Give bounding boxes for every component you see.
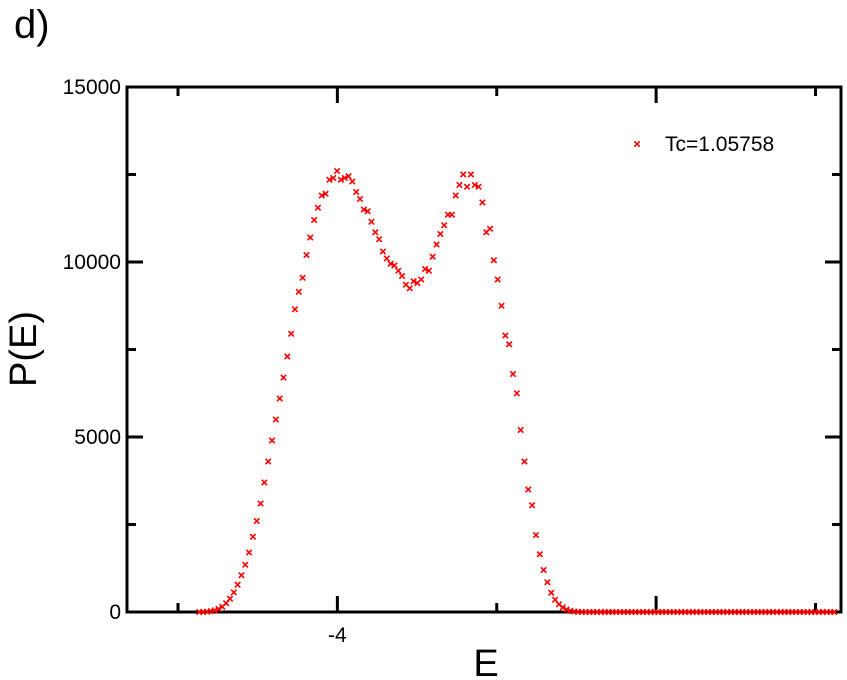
data-point xyxy=(456,181,463,189)
y-tick-label: 0 xyxy=(109,601,121,624)
data-point xyxy=(437,230,444,238)
data-point xyxy=(460,171,467,178)
data-point xyxy=(245,549,253,556)
data-point xyxy=(211,607,218,614)
data-point xyxy=(532,531,540,539)
data-point xyxy=(299,274,306,282)
data-point xyxy=(471,181,479,189)
data-point xyxy=(303,251,310,259)
y-tick-label: 15000 xyxy=(63,76,121,99)
data-point xyxy=(326,176,333,184)
data-point xyxy=(486,225,494,233)
data-point xyxy=(310,216,318,224)
data-point xyxy=(349,178,356,185)
data-point xyxy=(429,253,436,261)
legend-label: Tc=1.05758 xyxy=(665,133,774,156)
data-point xyxy=(307,234,314,241)
data-point xyxy=(333,167,341,175)
data-point xyxy=(517,426,524,434)
data-point xyxy=(494,276,501,283)
data-point xyxy=(314,204,322,212)
data-point xyxy=(498,302,505,310)
data-point xyxy=(391,262,398,269)
data-point xyxy=(356,195,364,203)
data-point xyxy=(387,260,394,268)
data-point xyxy=(352,188,360,196)
data-point xyxy=(525,486,532,493)
data-point xyxy=(831,608,838,616)
data-point xyxy=(505,340,513,348)
data-point xyxy=(490,256,498,264)
data-point xyxy=(544,578,551,586)
data-point xyxy=(360,206,368,213)
data-point xyxy=(241,561,249,569)
data-point xyxy=(375,235,383,243)
data-point xyxy=(452,192,459,199)
data-point xyxy=(547,589,555,597)
legend: Tc=1.05758 xyxy=(633,133,774,156)
data-point xyxy=(249,533,257,541)
data-point xyxy=(394,267,402,275)
data-point xyxy=(559,604,566,611)
data-point xyxy=(502,332,509,339)
data-point xyxy=(234,581,241,588)
data-point xyxy=(475,183,482,191)
data-point xyxy=(276,395,283,402)
data-point xyxy=(513,389,521,397)
data-point xyxy=(364,207,371,215)
data-point xyxy=(341,174,348,182)
data-point xyxy=(318,192,326,199)
data-point xyxy=(379,248,387,255)
data-point xyxy=(257,500,264,507)
data-point xyxy=(287,330,295,338)
data-point xyxy=(226,595,234,602)
data-point xyxy=(322,190,329,198)
data-point xyxy=(368,218,375,226)
data-point xyxy=(467,171,475,178)
data-point xyxy=(410,277,417,285)
data-point xyxy=(417,276,425,283)
data-point xyxy=(521,458,528,465)
data-point xyxy=(421,265,429,273)
data-point xyxy=(337,176,345,184)
panel-label: d) xyxy=(14,3,50,47)
data-point xyxy=(264,458,272,465)
data-point xyxy=(272,416,280,423)
data-point xyxy=(261,479,268,486)
data-point xyxy=(440,221,448,229)
y-tick-label: 10000 xyxy=(63,251,121,274)
data-point xyxy=(398,272,406,280)
y-axis-label: P(E) xyxy=(3,311,45,387)
data-point xyxy=(479,199,486,206)
data-point xyxy=(253,517,260,525)
data-point xyxy=(425,267,433,275)
y-tick-label: 5000 xyxy=(74,426,121,449)
plot-frame xyxy=(125,85,843,614)
data-point xyxy=(295,288,303,296)
data-point xyxy=(536,550,544,558)
data-point xyxy=(268,437,276,444)
data-point xyxy=(345,172,352,180)
data-point xyxy=(284,353,291,360)
data-point xyxy=(463,183,471,191)
data-point xyxy=(528,501,536,509)
plot-area: 0 5000 10000 15000 -4 xyxy=(63,76,843,647)
legend-marker xyxy=(633,140,641,148)
data-point xyxy=(238,571,245,579)
data-point xyxy=(372,228,379,236)
data-point xyxy=(433,241,440,248)
data-point xyxy=(215,605,222,613)
x-axis-label: E xyxy=(473,643,498,680)
data-point xyxy=(448,211,456,219)
data-point xyxy=(291,305,299,313)
data-point xyxy=(540,566,547,574)
data-point xyxy=(383,255,391,262)
data-point xyxy=(406,284,413,292)
data-point xyxy=(280,374,287,381)
data-point xyxy=(329,174,337,182)
x-tick-label: -4 xyxy=(328,624,347,647)
data-point xyxy=(230,589,238,596)
data-point xyxy=(509,370,517,378)
